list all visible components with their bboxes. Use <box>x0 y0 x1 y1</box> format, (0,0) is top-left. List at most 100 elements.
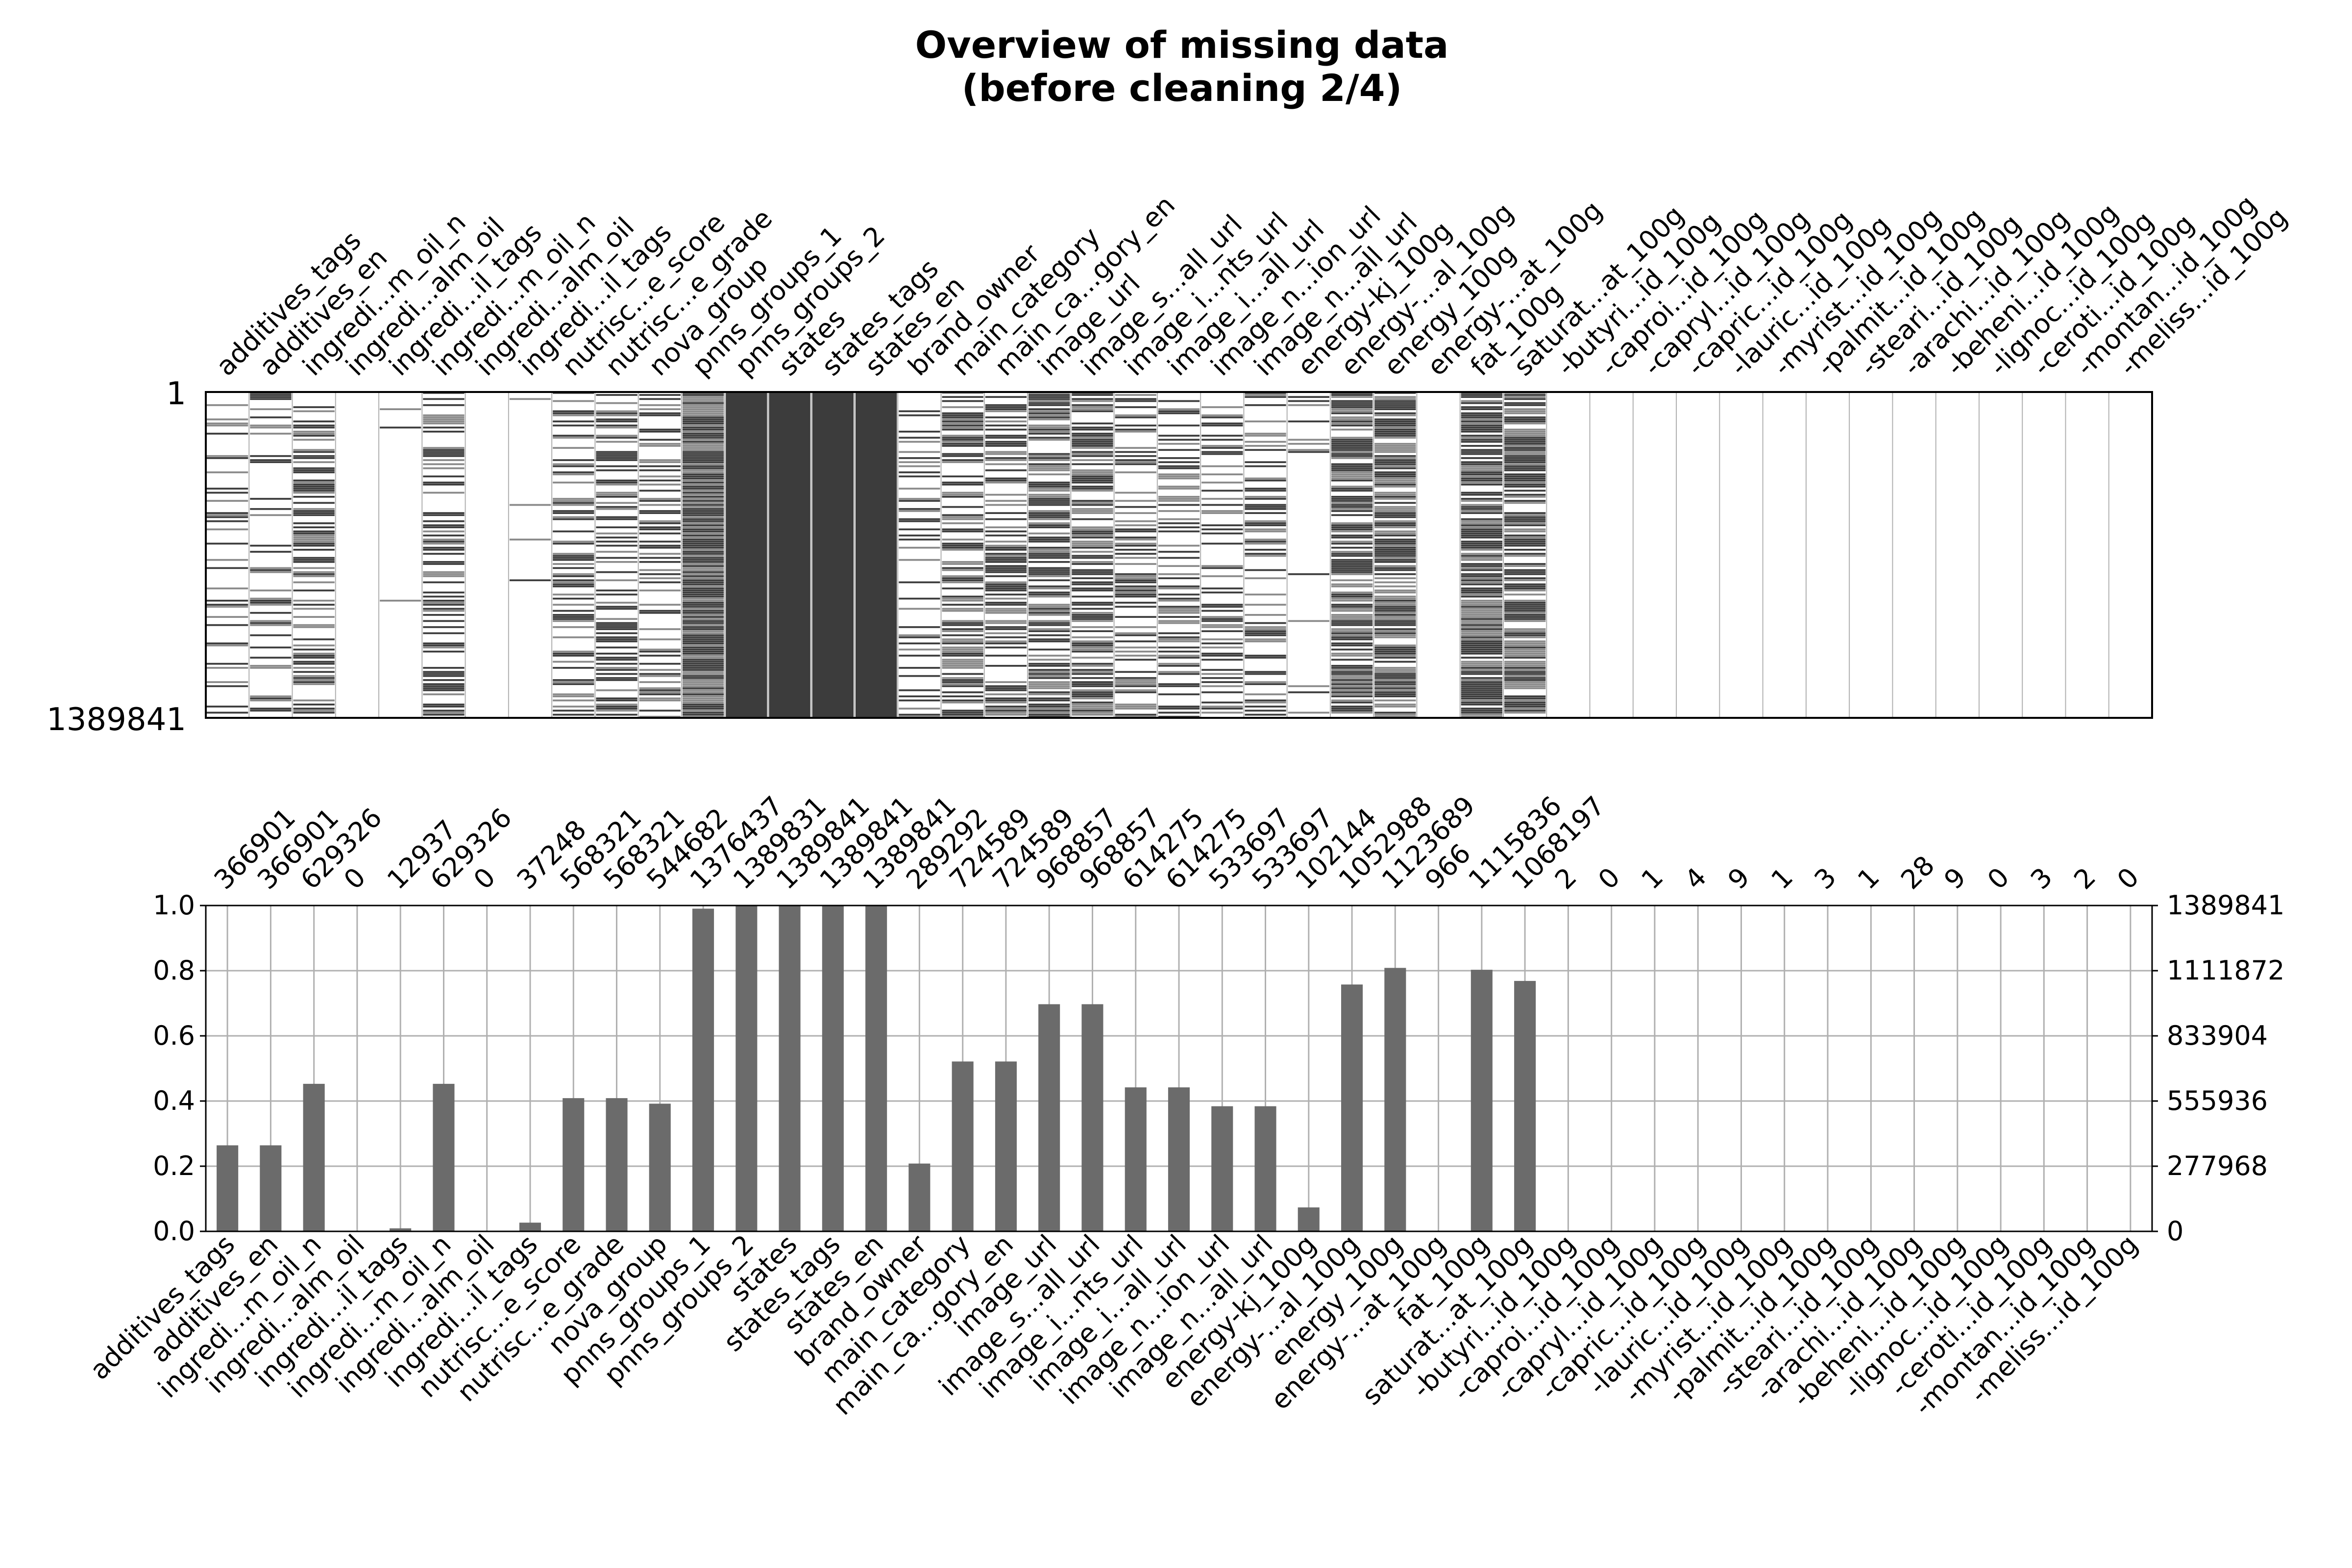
matrix-row-mark <box>1029 416 1070 418</box>
matrix-row-mark <box>1288 451 1329 453</box>
matrix-row-mark <box>1504 657 1546 659</box>
matrix-row-mark <box>423 553 465 555</box>
matrix-row-mark <box>1029 622 1070 624</box>
matrix-row-mark <box>899 608 940 610</box>
matrix-row-mark <box>1374 467 1416 469</box>
matrix-row-mark <box>553 693 594 695</box>
matrix-row-mark <box>1115 691 1156 693</box>
matrix-row-mark <box>1504 697 1546 700</box>
chart-title-line-1: Overview of missing data <box>915 23 1449 67</box>
matrix-row-mark <box>985 636 1027 638</box>
matrix-row-mark <box>423 671 465 673</box>
matrix-row-mark <box>1158 616 1200 618</box>
matrix-row-mark <box>942 711 983 714</box>
matrix-row-mark <box>942 542 983 545</box>
matrix-row-mark <box>1374 461 1416 464</box>
y-tick-right: 833904 <box>2167 1020 2268 1051</box>
matrix-row-mark <box>1115 424 1156 427</box>
matrix-row-mark <box>1331 573 1373 575</box>
matrix-background <box>206 392 2152 718</box>
matrix-row-mark <box>207 422 248 425</box>
matrix-row-mark <box>1504 484 1546 486</box>
matrix-row-mark <box>596 508 637 510</box>
matrix-row-mark <box>942 400 983 402</box>
matrix-row-mark <box>293 708 335 710</box>
matrix-row-mark <box>682 588 724 589</box>
matrix-row-mark <box>1374 559 1416 561</box>
matrix-row-mark <box>1461 479 1502 482</box>
matrix-row-mark <box>1461 636 1502 638</box>
matrix-row-mark <box>1504 646 1546 649</box>
matrix-row-mark <box>1158 632 1200 635</box>
matrix-row-mark <box>1374 597 1416 600</box>
matrix-row-mark <box>596 479 637 482</box>
matrix-row-mark <box>1504 459 1546 461</box>
matrix-row-mark <box>985 708 1027 710</box>
bar-count-label: 1 <box>1636 861 1669 895</box>
matrix-row-mark <box>1158 424 1200 427</box>
matrix-row-mark <box>985 713 1027 716</box>
matrix-row-mark <box>596 662 637 665</box>
matrix-row-mark <box>1504 610 1546 612</box>
matrix-frame <box>205 391 2153 719</box>
matrix-row-mark <box>1331 585 1373 588</box>
matrix-row-mark <box>1029 612 1070 614</box>
bar-count-label: 3 <box>2025 861 2058 895</box>
matrix-row-mark <box>639 479 681 482</box>
matrix-row-mark <box>1504 514 1546 516</box>
matrix-row-mark <box>639 512 681 514</box>
matrix-row-mark <box>1331 475 1373 478</box>
matrix-row-mark <box>250 416 292 418</box>
matrix-row-mark <box>1331 526 1373 529</box>
matrix-row-mark <box>985 585 1027 588</box>
matrix-row-mark <box>1504 394 1546 396</box>
matrix-row-mark <box>1201 681 1243 683</box>
matrix-row-mark <box>1115 679 1156 681</box>
matrix-row-mark <box>1331 597 1373 600</box>
bar-count-label: 0 <box>1982 861 2015 895</box>
matrix-row-mark <box>682 416 724 418</box>
matrix-row-mark <box>1374 435 1416 437</box>
matrix-row-mark <box>942 561 983 563</box>
matrix-row-mark <box>639 577 681 579</box>
matrix-row-mark <box>682 695 724 698</box>
matrix-row-mark <box>1331 711 1373 714</box>
matrix-row-mark <box>942 683 983 686</box>
matrix-row-mark <box>1072 683 1113 686</box>
bar <box>390 1228 412 1231</box>
matrix-row-mark <box>682 532 724 535</box>
matrix-row-mark <box>1461 583 1502 586</box>
matrix-row-mark <box>682 687 724 689</box>
matrix-row-mark <box>985 593 1027 596</box>
matrix-row-mark <box>942 595 983 598</box>
matrix-row-mark <box>985 693 1027 695</box>
matrix-row-mark <box>423 534 465 537</box>
matrix-row-mark <box>985 477 1027 480</box>
matrix-row-mark <box>1245 528 1286 531</box>
matrix-row-mark <box>1288 573 1329 575</box>
matrix-row-mark <box>682 628 724 630</box>
matrix-row-mark <box>1029 555 1070 557</box>
matrix-row-mark <box>1072 626 1113 628</box>
matrix-row-mark <box>1201 653 1243 655</box>
matrix-row-mark <box>1374 539 1416 540</box>
matrix-row-mark <box>985 481 1027 484</box>
matrix-row-mark <box>596 526 637 529</box>
matrix-row-mark <box>899 498 940 500</box>
matrix-row-mark <box>1374 426 1416 429</box>
matrix-row-mark <box>1029 673 1070 675</box>
matrix-row-mark <box>207 418 248 420</box>
matrix-row-mark <box>1461 579 1502 582</box>
matrix-row-mark <box>942 710 983 712</box>
matrix-row-mark <box>1029 488 1070 490</box>
matrix-row-mark <box>1374 715 1416 718</box>
matrix-row-mark <box>1461 412 1502 415</box>
matrix-row-mark <box>509 504 551 506</box>
matrix-row-mark <box>682 644 724 647</box>
matrix-row-mark <box>1029 453 1070 455</box>
bar <box>1168 1087 1190 1231</box>
matrix-row-mark <box>942 563 983 565</box>
matrix-row-mark <box>1245 477 1286 480</box>
matrix-row-mark <box>423 459 465 461</box>
bar <box>779 906 801 1231</box>
